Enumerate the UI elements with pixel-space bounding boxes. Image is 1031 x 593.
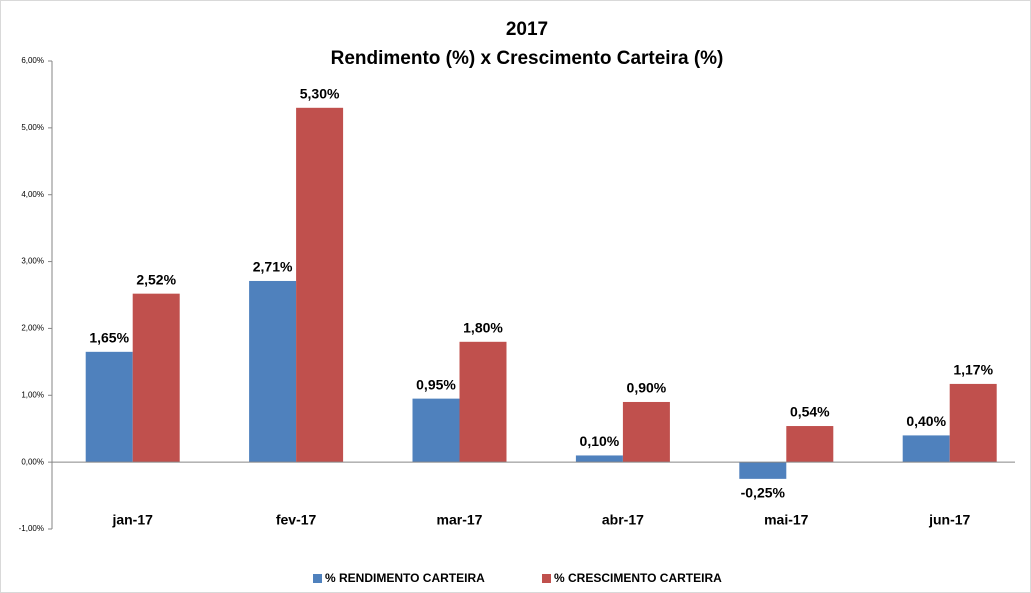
legend-swatch: [542, 574, 551, 583]
value-label: 0,90%: [627, 380, 667, 396]
bar: [575, 455, 623, 463]
x-tick-label: mar-17: [437, 512, 483, 528]
value-label: 0,54%: [790, 404, 830, 420]
y-tick-label: 5,00%: [21, 123, 44, 132]
legend-label: % RENDIMENTO CARTEIRA: [325, 571, 485, 585]
value-label: 0,40%: [906, 413, 946, 429]
bar: [949, 383, 997, 463]
value-label: 5,30%: [300, 86, 340, 102]
chart-title: 2017: [506, 19, 548, 40]
bar: [786, 426, 834, 463]
bar: [412, 398, 460, 463]
y-tick-label: 3,00%: [21, 257, 44, 266]
value-label: -0,25%: [741, 485, 786, 501]
legend-label: % CRESCIMENTO CARTEIRA: [554, 571, 722, 585]
bar: [132, 293, 180, 463]
x-tick-label: jan-17: [111, 512, 153, 528]
value-label: 0,95%: [416, 376, 456, 392]
y-tick-label: 1,00%: [21, 390, 44, 399]
value-label: 2,71%: [253, 259, 293, 275]
y-tick-label: 6,00%: [21, 56, 44, 65]
bar: [622, 401, 670, 463]
value-label: 2,52%: [136, 271, 176, 287]
bar: [85, 351, 133, 463]
x-tick-label: abr-17: [602, 512, 644, 528]
bar: [296, 107, 344, 463]
y-tick-label: 2,00%: [21, 324, 44, 333]
chart-subtitle: Rendimento (%) x Crescimento Carteira (%…: [331, 48, 724, 69]
value-label: 0,10%: [580, 433, 620, 449]
value-label: 1,17%: [953, 362, 993, 378]
bar: [249, 280, 297, 463]
x-tick-label: jun-17: [928, 512, 970, 528]
y-tick-label: -1,00%: [19, 524, 44, 533]
value-label: 1,80%: [463, 320, 503, 336]
bar: [739, 462, 787, 479]
x-tick-label: mai-17: [764, 512, 809, 528]
legend-swatch: [313, 574, 322, 583]
x-tick-label: fev-17: [276, 512, 317, 528]
y-tick-label: 4,00%: [21, 190, 44, 199]
bar: [902, 435, 950, 463]
bar: [459, 341, 507, 463]
y-tick-label: 0,00%: [21, 457, 44, 466]
value-label: 1,65%: [89, 330, 129, 346]
